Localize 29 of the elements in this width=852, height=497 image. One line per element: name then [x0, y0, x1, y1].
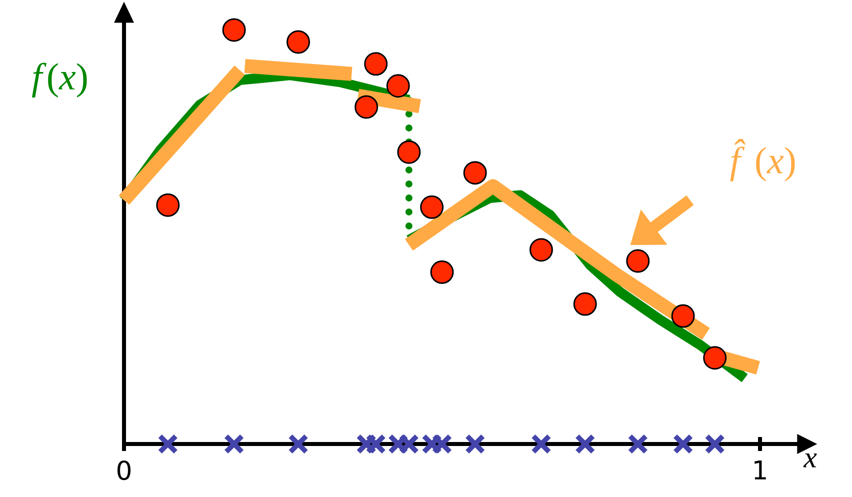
text: f̂(x): [730, 138, 795, 182]
point: [397, 140, 421, 164]
point: [703, 346, 727, 370]
point: [420, 195, 444, 219]
point: [573, 292, 597, 316]
point: [224, 434, 244, 454]
point: [430, 260, 454, 284]
point: [530, 434, 552, 454]
text: f(x): [32, 62, 87, 98]
point: [464, 434, 486, 454]
point: [222, 18, 246, 42]
point: [386, 74, 410, 98]
point: [288, 434, 309, 454]
point: [156, 193, 180, 217]
point: [529, 238, 553, 262]
point: [354, 95, 378, 119]
point: [463, 161, 487, 185]
point: [286, 30, 310, 54]
x-axis-title: x: [803, 454, 817, 468]
point: [671, 304, 695, 328]
x-tick-label: 0: [117, 460, 131, 480]
point: [626, 249, 650, 273]
point: [704, 434, 726, 454]
point: [672, 434, 694, 454]
point: [628, 434, 648, 454]
point: [574, 434, 596, 454]
point: [158, 434, 178, 454]
point: [364, 52, 388, 76]
x-tick-label: 1: [754, 460, 766, 480]
